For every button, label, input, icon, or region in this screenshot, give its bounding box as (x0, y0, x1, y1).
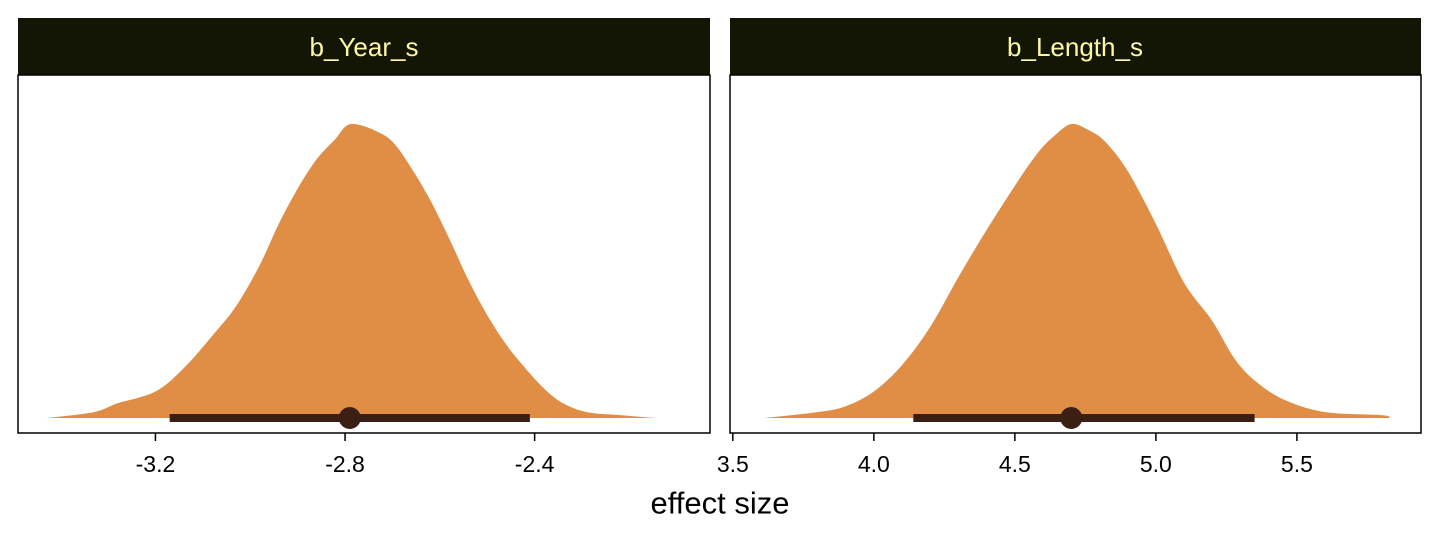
panel-border-year (17, 74, 711, 434)
x-tick-label: 4.5 (999, 451, 1031, 477)
x-tick-label: -2.8 (325, 451, 365, 477)
facet-title-length: b_Length_s (1007, 32, 1143, 62)
facet-strip-length (730, 18, 1421, 75)
x-tick-label: 3.5 (717, 451, 749, 477)
x-axis-year: -3.2 -2.8 -2.4 (136, 433, 555, 477)
x-axis-title: effect size (650, 486, 789, 521)
panel-border-length (729, 74, 1422, 434)
facet-panel-year: b_Year_s -3.2 -2.8 -2.4 (17, 18, 711, 477)
median-point-year (338, 407, 361, 429)
x-axis-length: 3.5 4.0 4.5 5.0 5.5 (717, 433, 1313, 477)
x-tick-label: -2.4 (515, 451, 555, 477)
x-tick-label: 5.0 (1140, 451, 1172, 477)
density-area-length (763, 123, 1390, 418)
facet-strip-year (18, 18, 710, 75)
facet-panel-length: b_Length_s 3.5 4.0 4.5 5.0 5.5 (717, 18, 1422, 477)
x-tick-label: -3.2 (136, 451, 176, 477)
x-tick-label: 5.5 (1281, 451, 1313, 477)
x-tick-label: 4.0 (858, 451, 890, 477)
facet-title-year: b_Year_s (310, 32, 419, 62)
median-point-length (1060, 407, 1083, 429)
density-area-year (46, 123, 696, 418)
